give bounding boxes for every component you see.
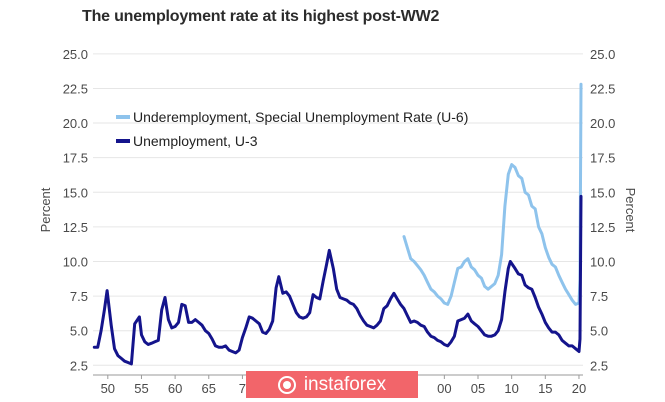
- legend-label-u3: Unemployment, U-3: [133, 133, 258, 149]
- chart-title: The unemployment rate at its highest pos…: [82, 8, 440, 25]
- x-tick-label: 60: [168, 381, 182, 396]
- y-tick-label-right: 12.5: [590, 220, 615, 235]
- y-tick-label-right: 17.5: [590, 151, 615, 166]
- watermark-text: instaforex: [303, 373, 387, 395]
- tick-labels: 2.5 2.5 5.0 5.0 7.5 7.5 10.0 10.0 12.5 12.5 15.0 15…: [63, 47, 616, 396]
- x-tick-label: 50: [101, 381, 115, 396]
- y-tick-label-right: 2.5: [590, 358, 608, 373]
- y-tick-label-left: 5.0: [70, 324, 88, 339]
- series-line-u3: [92, 194, 583, 366]
- x-tick-label: 00: [437, 381, 451, 396]
- y-tick-label-left: 2.5: [70, 358, 88, 373]
- x-tick-label: 10: [504, 381, 518, 396]
- x-tick-label: 20: [572, 381, 586, 396]
- legend-label-u6: Underemployment, Special Unemployment Ra…: [133, 109, 468, 125]
- series-line-u6: [402, 82, 583, 306]
- y-tick-label-left: 10.0: [63, 254, 88, 269]
- y-tick-label-left: 25.0: [63, 47, 88, 62]
- y-tick-label-left: 22.5: [63, 81, 88, 96]
- y-tick-label-right: 25.0: [590, 47, 615, 62]
- x-tick-label: 7: [239, 381, 246, 396]
- x-tick-label: 55: [134, 381, 148, 396]
- series-group: [92, 82, 583, 366]
- y-axis-label-right: Percent: [623, 188, 638, 233]
- instaforex-logo-icon: [277, 375, 296, 394]
- grid: [93, 53, 583, 379]
- y-tick-label-right: 7.5: [590, 289, 608, 304]
- y-tick-label-right: 22.5: [590, 81, 615, 96]
- y-tick-label-left: 17.5: [63, 151, 88, 166]
- y-tick-label-left: 12.5: [63, 220, 88, 235]
- y-tick-label-right: 10.0: [590, 254, 615, 269]
- y-tick-label-right: 20.0: [590, 116, 615, 131]
- y-tick-label-left: 20.0: [63, 116, 88, 131]
- x-tick-label: 15: [538, 381, 552, 396]
- y-tick-label-right: 5.0: [590, 324, 608, 339]
- x-tick-label: 65: [202, 381, 216, 396]
- x-tick-label: 05: [471, 381, 485, 396]
- legend: Underemployment, Special Unemployment Ra…: [116, 109, 468, 149]
- y-tick-label-left: 7.5: [70, 289, 88, 304]
- y-tick-label-right: 15.0: [590, 185, 615, 200]
- watermark-banner: instaforex: [246, 371, 418, 398]
- y-tick-label-left: 15.0: [63, 185, 88, 200]
- y-axis-label-left: Percent: [38, 187, 53, 232]
